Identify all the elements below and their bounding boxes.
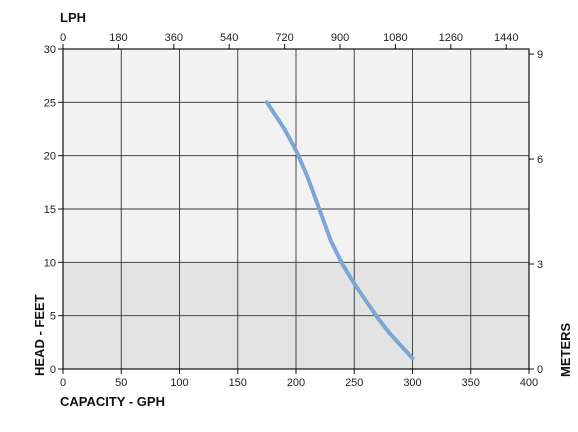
left-tick-label: 10 [44,257,56,269]
performance-curve [264,100,415,361]
left-axis-title: HEAD - FEET [32,294,47,376]
bottom-axis-title: CAPACITY - GPH [60,394,165,409]
left-tick-label: 5 [50,311,56,323]
bottom-tick-label: 50 [115,377,127,389]
right-tick-label: 6 [537,154,543,166]
right-tick-label: 3 [537,259,543,271]
top-tick-label: 900 [331,32,349,44]
top-tick-label: 540 [220,32,238,44]
bottom-tick-label: 300 [403,377,421,389]
bottom-tick-label: 250 [345,377,363,389]
top-tick-label: 1440 [494,32,518,44]
bottom-tick-label: 0 [60,377,66,389]
left-tick-label: 20 [44,151,56,163]
left-tick-label: 15 [44,204,56,216]
top-tick-label: 1080 [383,32,407,44]
top-tick-label: 360 [165,32,183,44]
right-tick-label: 9 [537,49,543,61]
left-tick-label: 0 [50,364,56,376]
right-tick-label: 0 [537,364,543,376]
top-tick-label: 1260 [439,32,463,44]
top-tick-label: 720 [275,32,293,44]
top-tick-label: 180 [109,32,127,44]
bottom-tick-label: 350 [462,377,480,389]
left-tick-label: 30 [44,44,56,56]
right-axis-title: METERS [558,323,573,378]
bottom-tick-label: 150 [229,377,247,389]
top-axis-title: LPH [60,10,86,25]
top-tick-label: 0 [60,32,66,44]
series-layer [264,100,415,361]
axes [58,44,534,374]
bottom-tick-label: 400 [520,377,538,389]
bottom-tick-label: 200 [287,377,305,389]
bottom-tick-label: 100 [170,377,188,389]
left-tick-label: 25 [44,97,56,109]
